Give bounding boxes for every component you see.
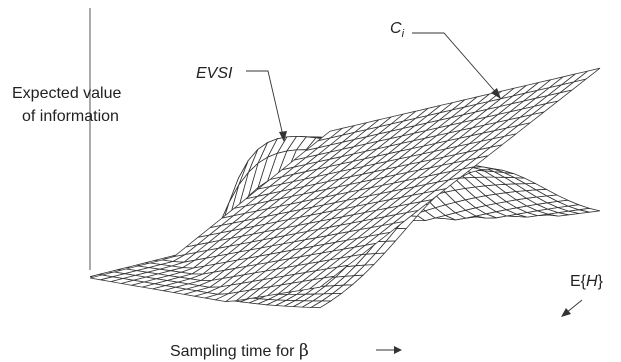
cost-leader-line — [412, 32, 500, 97]
x-axis-label-symbol: β — [299, 341, 309, 361]
cost-surface-mesh-cell — [309, 275, 335, 290]
evsi-leader-line — [246, 70, 285, 141]
cost-label-subscript: i — [402, 28, 405, 40]
y-axis-label-line1: Expected value — [12, 85, 122, 102]
depth-axis-arrowhead — [561, 308, 571, 317]
y-axis-label-line2: of information — [22, 108, 119, 125]
x-axis-arrowhead — [394, 346, 402, 354]
cost-leader-arrowhead — [491, 88, 501, 99]
depth-axis-label-var: H — [586, 273, 598, 290]
evsi-leader-arrowhead — [279, 131, 287, 142]
surfaces-group — [89, 67, 601, 309]
cost-label-main: C — [390, 20, 402, 37]
depth-axis-label-suffix: } — [598, 273, 604, 290]
x-axis-label: Sampling time for β — [170, 341, 309, 361]
depth-axis-arrow-line — [565, 299, 583, 314]
cost-label: Ci — [390, 20, 405, 40]
depth-axis-label-prefix: E{ — [570, 273, 587, 290]
depth-axis-label: E{H} — [570, 273, 604, 290]
evsi-surface-mesh-cell — [309, 300, 333, 309]
x-axis-label-text: Sampling time for — [170, 343, 295, 360]
evsi-label: EVSI — [196, 65, 233, 82]
